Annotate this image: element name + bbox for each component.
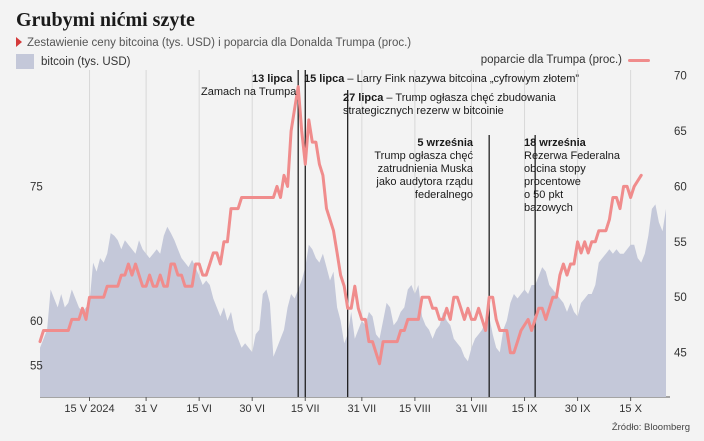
x-tick-label: 31 V	[135, 403, 158, 415]
legend-trump: poparcie dla Trumpa (proc.)	[481, 54, 650, 66]
event-text: federalnego	[415, 189, 473, 201]
x-tick-label: 30 VI	[239, 403, 265, 415]
legend-bitcoin-label: bitcoin (tys. USD)	[41, 55, 131, 68]
event-date: 15 lipca	[304, 73, 345, 85]
right-tick-label: 60	[674, 181, 687, 193]
legend-bitcoin: bitcoin (tys. USD)	[16, 54, 130, 69]
event-text: Zamach na Trumpa	[201, 86, 297, 98]
event-label-18-sept: 18 września	[524, 137, 587, 149]
event-lines	[297, 70, 536, 397]
event-label-13-july: 13 lipca	[252, 73, 293, 85]
right-tick-label: 65	[674, 126, 687, 138]
chart-subtitle: Zestawienie ceny bitcoina (tys. USD) i p…	[16, 37, 411, 49]
event-text: – Trump ogłasza chęć zbudowania	[383, 92, 556, 104]
chart-title: Grubymi nićmi szyte	[16, 9, 195, 31]
event-text: zatrudnienia Muska	[378, 163, 474, 175]
right-tick-label: 55	[674, 237, 687, 249]
event-text: o 50 pkt	[524, 189, 563, 201]
x-tick-label: 15 IX	[512, 403, 538, 415]
event-text: procentowe	[524, 176, 581, 188]
event-annotations: 13 lipca Zamach na Trumpa 15 lipca – Lar…	[201, 73, 621, 214]
x-tick-label: 15 VI	[186, 403, 212, 415]
x-tick-label: 15 VII	[291, 403, 320, 415]
right-tick-label: 45	[674, 348, 687, 360]
event-text: – Larry Fink nazywa bitcoina „cyfrowym z…	[344, 73, 579, 85]
subtitle-text: Zestawienie ceny bitcoina (tys. USD) i p…	[27, 37, 412, 49]
event-text: obcina stopy	[524, 163, 586, 175]
right-tick-label: 50	[674, 292, 687, 304]
event-date: 27 lipca	[343, 92, 384, 104]
x-tick-label: 15 V 2024	[64, 403, 114, 415]
line-swatch-icon	[628, 58, 650, 62]
x-axis: 15 V 2024 31 V 15 VI 30 VI 15 VII 31 VII 15 VI…	[64, 397, 643, 415]
red-triangle-icon	[16, 37, 22, 47]
left-tick-label: 55	[30, 361, 43, 373]
left-tick-label: 75	[30, 181, 43, 193]
event-text: Trump ogłasza chęć	[374, 150, 473, 162]
x-tick-label: 30 IX	[565, 403, 591, 415]
left-tick-label: 60	[30, 316, 43, 328]
x-tick-label: 15 VIII	[399, 403, 431, 415]
event-text: strategicznych rezerw w bitcoinie	[343, 105, 504, 117]
event-label-5-sept: 5 września	[417, 137, 474, 149]
left-axis: 55 60 75	[30, 181, 43, 372]
x-tick-label: 31 VIII	[456, 403, 488, 415]
source-note: Źródło: Bloomberg	[611, 422, 690, 433]
x-tick-label: 15 X	[619, 403, 642, 415]
area-swatch-icon	[16, 54, 34, 69]
legend-trump-label: poparcie dla Trumpa (proc.)	[480, 54, 622, 66]
event-text: Rezerwa Federalna	[524, 150, 621, 162]
trump-support-line	[38, 85, 643, 366]
event-label-15-july: 15 lipca – Larry Fink nazywa bitcoina „c…	[304, 73, 579, 85]
right-axis: 45 50 55 60 65 70	[674, 71, 687, 360]
event-text: bazowych	[524, 202, 573, 214]
event-text: jako audytora rządu	[375, 176, 473, 188]
event-date: 13 lipca	[252, 73, 293, 85]
right-tick-label: 70	[674, 71, 687, 83]
event-label-27-july: 27 lipca – Trump ogłasza chęć zbudowania	[343, 92, 557, 104]
x-tick-label: 31 VII	[347, 403, 376, 415]
